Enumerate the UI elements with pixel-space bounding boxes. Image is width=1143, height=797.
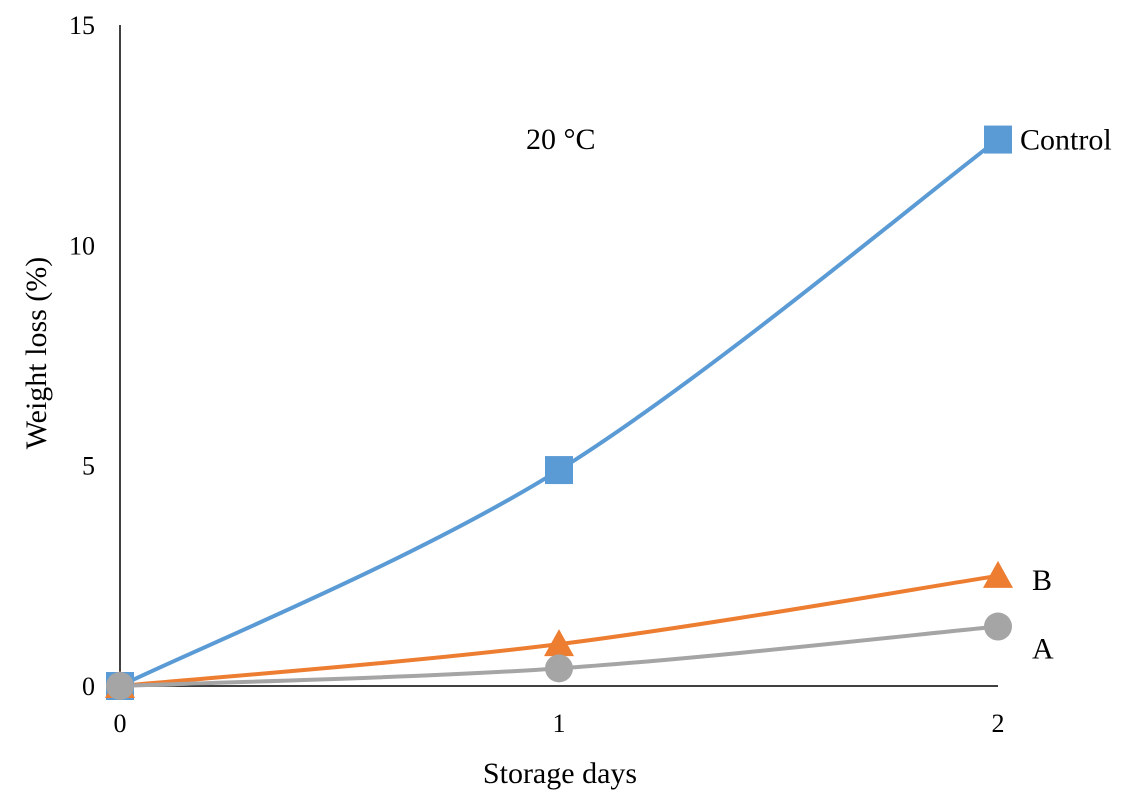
data-point-a (106, 672, 134, 700)
y-tick-label: 10 (69, 231, 95, 260)
data-point-a (984, 613, 1012, 641)
y-tick-label: 15 (69, 11, 95, 40)
data-point-b (983, 561, 1013, 588)
series-line-control (120, 140, 998, 686)
series-lines (120, 140, 998, 686)
series-label-control: Control (1020, 124, 1112, 157)
series-label-b: B (1032, 564, 1052, 597)
tick-labels: 0 5 10 15 0 1 2 (69, 11, 1005, 738)
x-tick-label: 0 (114, 709, 127, 738)
x-axis-title: Storage days (483, 757, 637, 790)
x-tick-label: 1 (553, 709, 566, 738)
series-labels: Control B A (1020, 124, 1112, 666)
series-label-a: A (1032, 633, 1054, 666)
data-point-control (984, 126, 1012, 154)
temperature-annotation: 20 °C (526, 123, 596, 156)
x-tick-label: 2 (992, 709, 1005, 738)
y-tick-label: 0 (82, 672, 95, 701)
y-axis-title: Weight loss (%) (20, 257, 53, 450)
data-point-a (545, 654, 573, 682)
data-point-control (545, 456, 573, 484)
series-markers (105, 126, 1013, 700)
y-tick-label: 5 (82, 452, 95, 481)
